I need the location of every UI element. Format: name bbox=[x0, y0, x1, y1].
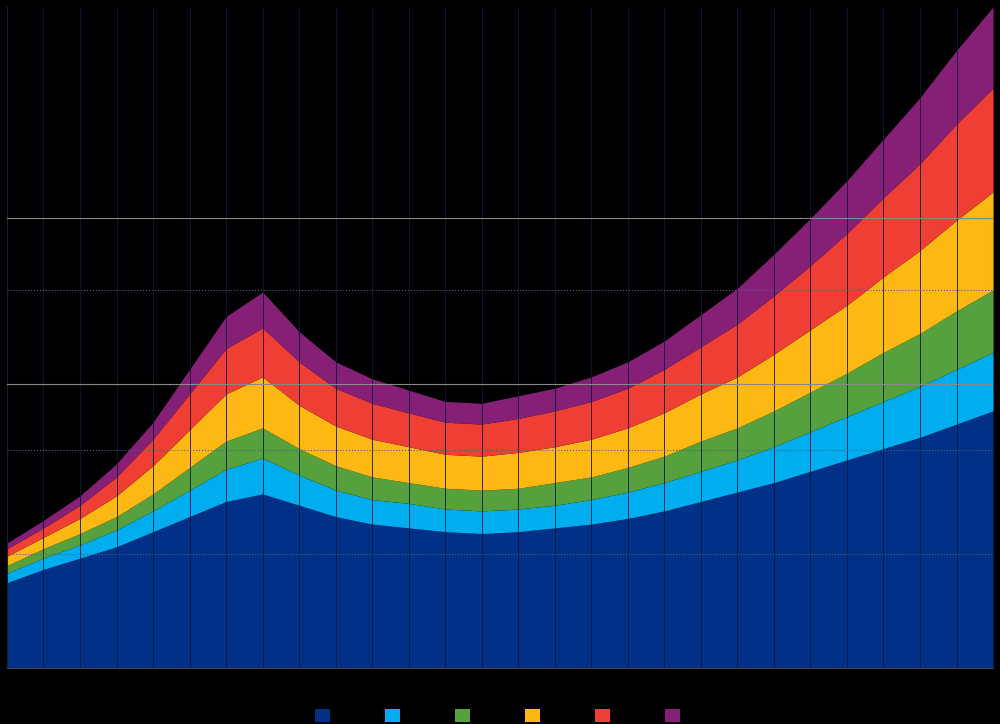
Legend: , , , , , : , , , , , bbox=[310, 704, 690, 724]
